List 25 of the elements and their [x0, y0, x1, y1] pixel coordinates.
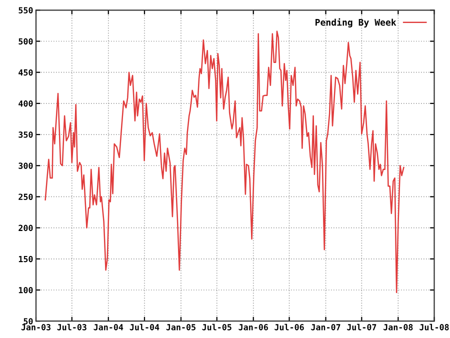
x-tick-label: Jul-06	[274, 324, 304, 330]
x-tick-label: Jul-05	[202, 324, 232, 330]
y-tick-label: 450	[18, 69, 33, 76]
y-tick-label: 250	[18, 194, 33, 200]
y-tick-label: 400	[18, 100, 33, 107]
x-tick-label: Jul-08	[420, 324, 449, 330]
legend-label: Pending By Week	[316, 18, 396, 28]
y-tick-label: 500	[18, 38, 33, 45]
x-tick-label: Jul-03	[57, 324, 86, 330]
y-tick-label: 100	[18, 286, 33, 294]
y-tick-label: 550	[18, 7, 33, 14]
x-tick-label: Jan-05	[166, 324, 196, 330]
x-tick-label: Jul-07	[347, 324, 376, 330]
line-series	[44, 30, 404, 294]
y-tick-label: 150	[18, 256, 33, 262]
x-tick-label: Jan-03	[21, 324, 51, 330]
x-tick-label: Jan-07	[311, 324, 340, 330]
x-tick-label: Jan-08	[384, 324, 413, 330]
y-tick-label: 300	[18, 162, 33, 169]
x-tick-label: Jul-04	[130, 324, 160, 330]
x-tick-label: Jan-04	[94, 324, 124, 330]
x-tick-label: Jan-06	[238, 324, 268, 330]
y-tick-label: 350	[18, 132, 33, 138]
y-tick-label: 200	[18, 224, 33, 232]
y-tick-label: 50	[24, 318, 33, 324]
